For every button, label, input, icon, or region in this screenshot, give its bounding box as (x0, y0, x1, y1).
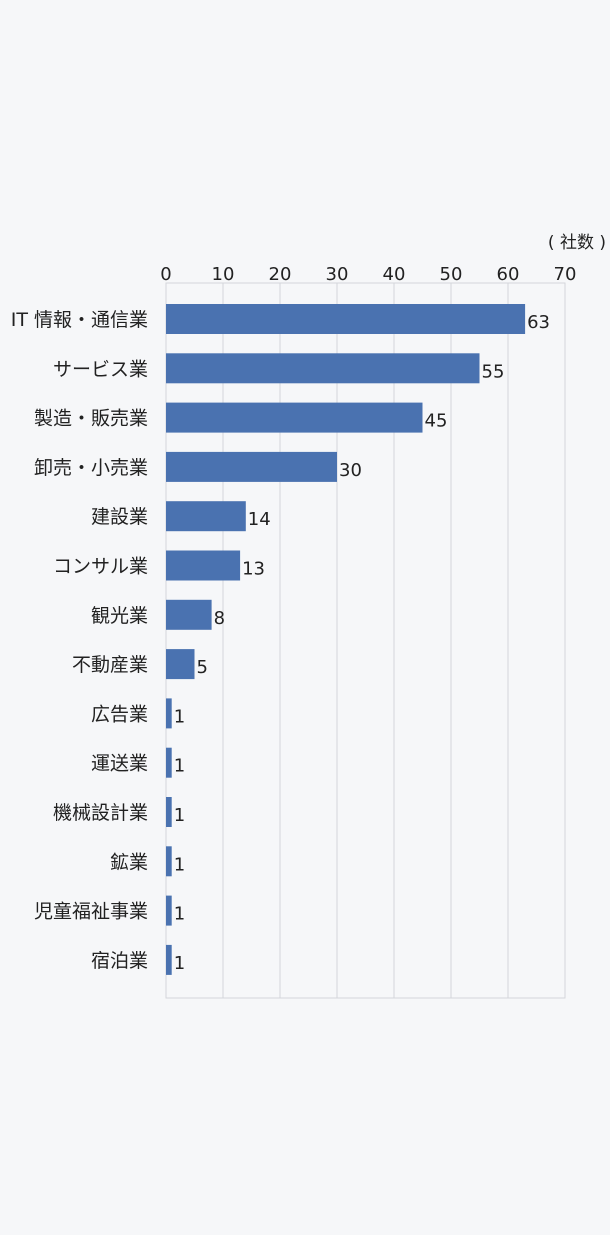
value-label: 55 (482, 361, 505, 382)
category-label: サービス業 (53, 358, 148, 380)
bar (166, 649, 195, 680)
value-label: 1 (174, 805, 185, 826)
bar (166, 451, 337, 482)
x-tick-label: 40 (383, 264, 406, 285)
bar (166, 550, 241, 581)
category-label: 観光業 (91, 605, 148, 627)
category-label: 宿泊業 (91, 950, 148, 972)
bar (166, 599, 212, 630)
category-label: IT 情報・通信業 (11, 309, 148, 331)
category-label: コンサル業 (53, 556, 148, 578)
bar (166, 895, 172, 926)
value-label: 45 (425, 411, 448, 432)
value-label: 1 (174, 756, 185, 777)
category-label: 建設業 (91, 506, 148, 528)
category-label: 機械設計業 (53, 802, 148, 824)
x-tick-label: 60 (497, 264, 520, 285)
bar (166, 747, 172, 778)
value-label: 8 (214, 608, 225, 629)
x-tick-label: 0 (160, 264, 171, 285)
x-axis-ticks: 0 10 20 30 40 50 60 70 (160, 264, 576, 285)
value-labels: 63 55 45 30 14 13 8 5 1 1 1 1 1 1 (174, 312, 550, 974)
category-label: 広告業 (91, 703, 148, 725)
x-tick-label: 50 (440, 264, 463, 285)
plot-frame (165, 282, 566, 999)
x-tick-label: 30 (326, 264, 349, 285)
bars (166, 304, 526, 975)
bar (166, 304, 526, 334)
bar (166, 698, 172, 729)
value-label: 14 (248, 509, 271, 530)
category-label: 鉱業 (110, 851, 148, 873)
category-labels: IT 情報・通信業サービス業製造・販売業卸売・小売業建設業コンサル業観光業不動産… (11, 309, 148, 972)
bar (166, 944, 172, 975)
category-label: 製造・販売業 (34, 408, 148, 430)
x-tick-label: 10 (212, 264, 235, 285)
category-label: 不動産業 (72, 654, 148, 676)
category-label: 児童福祉事業 (34, 901, 148, 923)
value-label: 5 (197, 657, 208, 678)
axis-unit-label: ( 社数 ) (548, 233, 606, 253)
category-label: 運送業 (91, 753, 148, 775)
x-tick-label: 20 (269, 264, 292, 285)
bar (166, 797, 172, 827)
category-label: 卸売・小売業 (34, 457, 148, 479)
value-label: 63 (527, 312, 550, 333)
bar (166, 402, 423, 433)
bar (166, 353, 480, 384)
x-tick-label: 70 (554, 264, 577, 285)
bar (166, 846, 172, 877)
value-label: 1 (174, 854, 185, 875)
value-label: 1 (174, 953, 185, 974)
value-label: 13 (242, 559, 265, 580)
value-label: 1 (174, 904, 185, 925)
bar (166, 501, 246, 532)
value-label: 1 (174, 706, 185, 727)
value-label: 30 (339, 460, 362, 481)
grid-lines (165, 283, 566, 998)
